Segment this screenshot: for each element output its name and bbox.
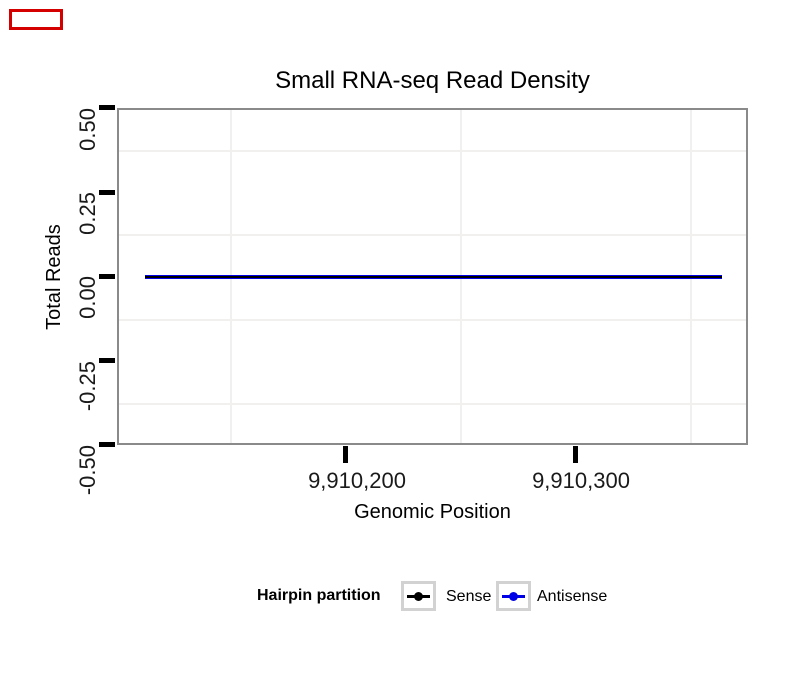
legend-label-sense: Sense xyxy=(446,588,492,605)
x-tick-mark xyxy=(573,446,578,463)
x-axis-title: Genomic Position xyxy=(354,501,511,523)
y-tick-label: -0.25 xyxy=(75,361,100,412)
click-marker-box xyxy=(9,9,63,30)
gridline-horizontal xyxy=(119,403,746,405)
legend-title: Hairpin partition xyxy=(257,587,381,604)
y-tick-mark xyxy=(99,105,115,110)
legend-key-sense xyxy=(401,581,436,611)
x-tick-label: 9,910,300 xyxy=(532,468,630,493)
y-tick-label: 0.00 xyxy=(75,276,100,319)
legend-label-antisense: Antisense xyxy=(537,588,608,605)
y-tick-label: 0.50 xyxy=(75,108,100,151)
legend-key-antisense xyxy=(496,581,531,611)
gridline-horizontal xyxy=(119,150,746,152)
plot-panel xyxy=(117,108,748,445)
gridline-horizontal xyxy=(119,319,746,321)
y-tick-mark xyxy=(99,190,115,195)
y-axis-title: Total Reads xyxy=(43,224,65,330)
sense-point-glyph xyxy=(414,592,423,601)
x-tick-mark xyxy=(343,446,348,463)
chart-title: Small RNA-seq Read Density xyxy=(275,67,590,94)
y-tick-label: 0.25 xyxy=(75,192,100,235)
y-tick-mark xyxy=(99,274,115,279)
antisense-point-glyph xyxy=(509,592,518,601)
y-tick-mark xyxy=(99,442,115,447)
x-tick-label: 9,910,200 xyxy=(308,468,406,493)
gridline-horizontal xyxy=(119,234,746,236)
y-tick-mark xyxy=(99,358,115,363)
y-tick-label: -0.50 xyxy=(75,445,100,496)
sense-data-line xyxy=(145,276,722,278)
